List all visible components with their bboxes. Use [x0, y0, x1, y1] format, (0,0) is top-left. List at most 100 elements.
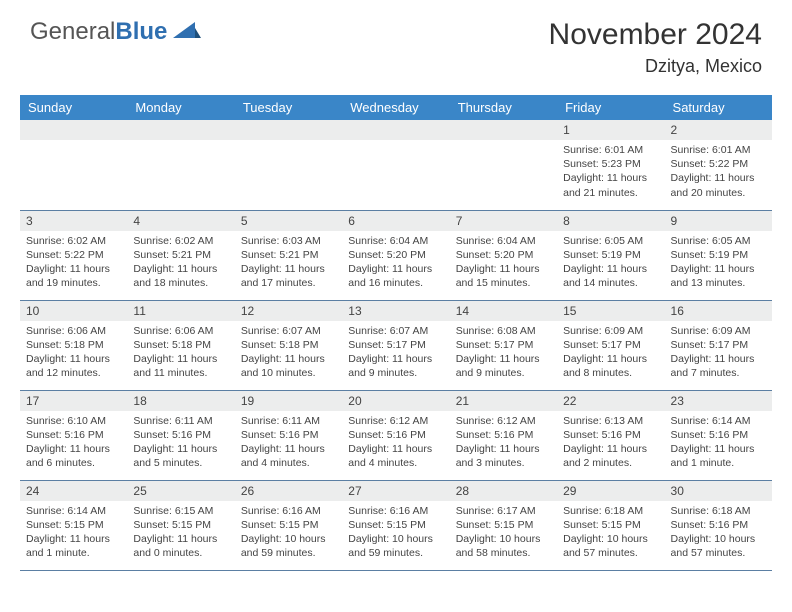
- detail-line: Sunrise: 6:11 AM: [241, 414, 336, 428]
- detail-line: Sunset: 5:23 PM: [563, 157, 658, 171]
- detail-line: and 57 minutes.: [671, 546, 766, 560]
- location: Dzitya, Mexico: [549, 56, 762, 77]
- day-details: Sunrise: 6:16 AMSunset: 5:15 PMDaylight:…: [235, 501, 342, 567]
- detail-line: and 18 minutes.: [133, 276, 228, 290]
- detail-line: Daylight: 10 hours: [456, 532, 551, 546]
- detail-line: Sunrise: 6:17 AM: [456, 504, 551, 518]
- day-details: Sunrise: 6:14 AMSunset: 5:15 PMDaylight:…: [20, 501, 127, 567]
- calendar-cell: 1Sunrise: 6:01 AMSunset: 5:23 PMDaylight…: [557, 120, 664, 210]
- day-number: 12: [235, 301, 342, 321]
- day-details: Sunrise: 6:16 AMSunset: 5:15 PMDaylight:…: [342, 501, 449, 567]
- day-number: 24: [20, 481, 127, 501]
- detail-line: Sunset: 5:19 PM: [671, 248, 766, 262]
- day-number: 3: [20, 211, 127, 231]
- calendar-cell: 24Sunrise: 6:14 AMSunset: 5:15 PMDayligh…: [20, 480, 127, 570]
- detail-line: and 7 minutes.: [671, 366, 766, 380]
- detail-line: and 13 minutes.: [671, 276, 766, 290]
- calendar-cell: 25Sunrise: 6:15 AMSunset: 5:15 PMDayligh…: [127, 480, 234, 570]
- detail-line: Sunrise: 6:18 AM: [671, 504, 766, 518]
- calendar-cell: [235, 120, 342, 210]
- detail-line: Sunset: 5:18 PM: [241, 338, 336, 352]
- detail-line: Sunset: 5:15 PM: [133, 518, 228, 532]
- calendar-cell: 6Sunrise: 6:04 AMSunset: 5:20 PMDaylight…: [342, 210, 449, 300]
- detail-line: Sunset: 5:16 PM: [133, 428, 228, 442]
- day-details: Sunrise: 6:15 AMSunset: 5:15 PMDaylight:…: [127, 501, 234, 567]
- detail-line: Sunrise: 6:01 AM: [563, 143, 658, 157]
- weekday-header-row: SundayMondayTuesdayWednesdayThursdayFrid…: [20, 95, 772, 120]
- day-details: Sunrise: 6:08 AMSunset: 5:17 PMDaylight:…: [450, 321, 557, 387]
- detail-line: Daylight: 11 hours: [563, 352, 658, 366]
- detail-line: and 0 minutes.: [133, 546, 228, 560]
- day-number: 18: [127, 391, 234, 411]
- detail-line: Sunset: 5:17 PM: [671, 338, 766, 352]
- day-number: [127, 120, 234, 140]
- day-number: 22: [557, 391, 664, 411]
- detail-line: Sunset: 5:17 PM: [563, 338, 658, 352]
- detail-line: Sunrise: 6:07 AM: [241, 324, 336, 338]
- day-details: Sunrise: 6:09 AMSunset: 5:17 PMDaylight:…: [665, 321, 772, 387]
- day-details: Sunrise: 6:04 AMSunset: 5:20 PMDaylight:…: [450, 231, 557, 297]
- day-number: [450, 120, 557, 140]
- detail-line: and 5 minutes.: [133, 456, 228, 470]
- day-details: Sunrise: 6:18 AMSunset: 5:15 PMDaylight:…: [557, 501, 664, 567]
- detail-line: Sunrise: 6:18 AM: [563, 504, 658, 518]
- detail-line: and 11 minutes.: [133, 366, 228, 380]
- day-details: Sunrise: 6:02 AMSunset: 5:21 PMDaylight:…: [127, 231, 234, 297]
- detail-line: and 12 minutes.: [26, 366, 121, 380]
- detail-line: Sunrise: 6:07 AM: [348, 324, 443, 338]
- logo: GeneralBlue: [30, 18, 201, 46]
- detail-line: and 9 minutes.: [348, 366, 443, 380]
- weekday-header: Thursday: [450, 95, 557, 120]
- calendar-cell: 15Sunrise: 6:09 AMSunset: 5:17 PMDayligh…: [557, 300, 664, 390]
- detail-line: Sunset: 5:21 PM: [241, 248, 336, 262]
- day-details: Sunrise: 6:04 AMSunset: 5:20 PMDaylight:…: [342, 231, 449, 297]
- day-number: 4: [127, 211, 234, 231]
- detail-line: Daylight: 10 hours: [671, 532, 766, 546]
- day-number: 26: [235, 481, 342, 501]
- calendar-row: 17Sunrise: 6:10 AMSunset: 5:16 PMDayligh…: [20, 390, 772, 480]
- detail-line: Sunset: 5:16 PM: [456, 428, 551, 442]
- day-number: 13: [342, 301, 449, 321]
- day-details: Sunrise: 6:06 AMSunset: 5:18 PMDaylight:…: [20, 321, 127, 387]
- calendar-cell: 4Sunrise: 6:02 AMSunset: 5:21 PMDaylight…: [127, 210, 234, 300]
- detail-line: and 21 minutes.: [563, 186, 658, 200]
- day-details: Sunrise: 6:01 AMSunset: 5:23 PMDaylight:…: [557, 140, 664, 206]
- day-number: 23: [665, 391, 772, 411]
- detail-line: Sunset: 5:20 PM: [348, 248, 443, 262]
- detail-line: Sunrise: 6:10 AM: [26, 414, 121, 428]
- calendar-cell: 20Sunrise: 6:12 AMSunset: 5:16 PMDayligh…: [342, 390, 449, 480]
- day-number: 8: [557, 211, 664, 231]
- day-details: Sunrise: 6:13 AMSunset: 5:16 PMDaylight:…: [557, 411, 664, 477]
- detail-line: Sunrise: 6:01 AM: [671, 143, 766, 157]
- day-number: 28: [450, 481, 557, 501]
- detail-line: Daylight: 11 hours: [26, 352, 121, 366]
- calendar-cell: 7Sunrise: 6:04 AMSunset: 5:20 PMDaylight…: [450, 210, 557, 300]
- detail-line: Sunrise: 6:15 AM: [133, 504, 228, 518]
- calendar-cell: [20, 120, 127, 210]
- day-number: 19: [235, 391, 342, 411]
- day-number: [342, 120, 449, 140]
- calendar-cell: 17Sunrise: 6:10 AMSunset: 5:16 PMDayligh…: [20, 390, 127, 480]
- detail-line: Daylight: 10 hours: [563, 532, 658, 546]
- calendar-cell: 29Sunrise: 6:18 AMSunset: 5:15 PMDayligh…: [557, 480, 664, 570]
- calendar-cell: 21Sunrise: 6:12 AMSunset: 5:16 PMDayligh…: [450, 390, 557, 480]
- calendar-cell: [342, 120, 449, 210]
- calendar-cell: 27Sunrise: 6:16 AMSunset: 5:15 PMDayligh…: [342, 480, 449, 570]
- detail-line: and 2 minutes.: [563, 456, 658, 470]
- detail-line: Sunset: 5:15 PM: [26, 518, 121, 532]
- calendar-cell: 23Sunrise: 6:14 AMSunset: 5:16 PMDayligh…: [665, 390, 772, 480]
- calendar-cell: 19Sunrise: 6:11 AMSunset: 5:16 PMDayligh…: [235, 390, 342, 480]
- calendar-cell: [127, 120, 234, 210]
- calendar-cell: 2Sunrise: 6:01 AMSunset: 5:22 PMDaylight…: [665, 120, 772, 210]
- detail-line: Daylight: 11 hours: [456, 262, 551, 276]
- detail-line: Daylight: 11 hours: [133, 442, 228, 456]
- day-details: Sunrise: 6:10 AMSunset: 5:16 PMDaylight:…: [20, 411, 127, 477]
- calendar-table: SundayMondayTuesdayWednesdayThursdayFrid…: [20, 95, 772, 571]
- detail-line: Daylight: 11 hours: [456, 352, 551, 366]
- detail-line: Sunrise: 6:11 AM: [133, 414, 228, 428]
- detail-line: and 1 minute.: [671, 456, 766, 470]
- calendar-cell: 26Sunrise: 6:16 AMSunset: 5:15 PMDayligh…: [235, 480, 342, 570]
- day-details: Sunrise: 6:18 AMSunset: 5:16 PMDaylight:…: [665, 501, 772, 567]
- detail-line: Sunset: 5:16 PM: [241, 428, 336, 442]
- detail-line: Daylight: 11 hours: [563, 262, 658, 276]
